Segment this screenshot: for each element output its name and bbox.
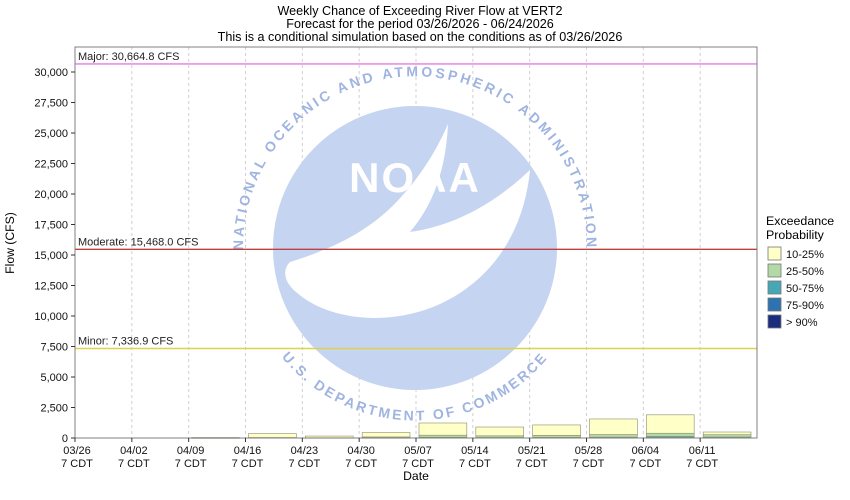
legend-title-line1: Exceedance: [766, 214, 834, 228]
chart-subtitle: Forecast for the period 03/26/2026 - 06/…: [286, 17, 553, 31]
bar-segment: [475, 426, 524, 437]
x-tick-time-label: 7 CDT: [459, 458, 491, 470]
y-tick-label: 0: [62, 433, 68, 445]
bar-segment: [702, 434, 752, 438]
legend-entries: 10-25% 25-50% 50-75% 75-90% > 90%: [767, 246, 824, 329]
threshold-label: Minor: 7,336.9 CFS: [78, 335, 173, 347]
legend-swatch: [767, 246, 782, 261]
x-tick-time-label: 7 CDT: [516, 458, 548, 470]
y-axis-title: Flow (CFS): [3, 212, 17, 274]
y-tick-label: 22,500: [34, 159, 68, 171]
x-tick-date-label: 06/11: [689, 445, 716, 457]
x-tick-date-label: 04/09: [177, 445, 205, 457]
legend-swatch: [767, 263, 782, 278]
legend-swatch: [767, 297, 782, 312]
bar-segment: [248, 433, 297, 438]
bar-segment: [418, 434, 468, 438]
x-tick-date-label: 05/28: [575, 445, 603, 457]
x-tick-date-label: 04/02: [120, 445, 148, 457]
threshold-label: Moderate: 15,468.0 CFS: [78, 236, 198, 248]
chart-note: This is a conditional simulation based o…: [218, 30, 623, 44]
x-tick-time-label: 7 CDT: [402, 458, 434, 470]
y-tick-label: 10,000: [34, 311, 68, 323]
chart-title: Weekly Chance of Exceeding River Flow at…: [277, 4, 562, 18]
bar-segment: [589, 434, 638, 438]
x-tick-time-label: 7 CDT: [573, 458, 605, 470]
legend-entry-label: 10-25%: [786, 249, 824, 261]
x-tick-time-label: 7 CDT: [345, 458, 377, 470]
bar-segment: [418, 422, 468, 436]
y-tick-label: 27,500: [34, 98, 68, 110]
threshold-label: Major: 30,664.8 CFS: [78, 51, 180, 63]
x-tick-time-label: 7 CDT: [61, 458, 93, 470]
legend-entry-label: > 90%: [786, 317, 818, 329]
x-tick-time-label: 7 CDT: [288, 458, 320, 470]
legend-entry-label: 50-75%: [786, 283, 824, 295]
x-tick-date-label: 05/21: [518, 445, 546, 457]
y-tick-label: 12,500: [34, 281, 68, 293]
x-tick-date-label: 06/04: [632, 445, 660, 457]
legend-swatch: [767, 280, 782, 295]
flood-threshold-lines: Major: 30,664.8 CFS Moderate: 15,468.0 CF…: [75, 51, 757, 350]
bar-segment: [361, 432, 411, 438]
y-tick-label: 17,500: [34, 220, 68, 232]
y-tick-label: 20,000: [34, 189, 68, 201]
exceedance-bars: [191, 414, 752, 439]
x-tick-date-label: 05/14: [461, 445, 489, 457]
x-tick-date-label: 04/23: [291, 445, 319, 457]
y-tick-label: 15,000: [34, 250, 68, 262]
bar-segment: [589, 418, 638, 435]
y-tick-label: 5,000: [40, 372, 68, 384]
x-tick-time-label: 7 CDT: [629, 458, 661, 470]
y-tick-label: 2,500: [40, 403, 68, 415]
x-tick-date-label: 04/30: [347, 445, 375, 457]
noaa-seagull-icon: [285, 124, 530, 318]
bar-segment: [532, 424, 581, 436]
x-tick-date-label: 05/07: [404, 445, 432, 457]
x-tick-time-label: 7 CDT: [686, 458, 718, 470]
bar-segment: [646, 432, 695, 437]
x-tick-time-label: 7 CDT: [232, 458, 264, 470]
x-tick-time-label: 7 CDT: [175, 458, 207, 470]
y-tick-label: 25,000: [34, 128, 68, 140]
bar-segment: [702, 431, 752, 436]
x-tick-time-label: 7 CDT: [118, 458, 150, 470]
x-axis-title: Date: [403, 469, 429, 483]
legend-entry-label: 75-90%: [786, 300, 824, 312]
y-tick-label: 7,500: [40, 342, 68, 354]
y-tick-label: 30,000: [34, 67, 68, 79]
bar-segment: [646, 414, 695, 434]
x-tick-date-label: 03/26: [63, 445, 91, 457]
legend-title-line2: Probability: [766, 228, 825, 242]
x-tick-date-label: 04/16: [234, 445, 262, 457]
noaa-logo-text: NOAA: [349, 154, 481, 201]
axes: 0 2,500 5,000 7,500 10,000 12,500 15,000 17,500…: [34, 46, 758, 470]
legend-swatch: [767, 314, 782, 329]
legend-entry-label: 25-50%: [786, 266, 824, 278]
bar-segment: [305, 435, 354, 439]
